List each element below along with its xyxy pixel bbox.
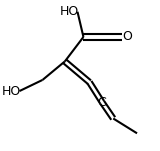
- Text: HO: HO: [2, 85, 21, 98]
- Text: C: C: [98, 96, 106, 109]
- Text: HO: HO: [60, 5, 79, 18]
- Text: O: O: [122, 31, 132, 43]
